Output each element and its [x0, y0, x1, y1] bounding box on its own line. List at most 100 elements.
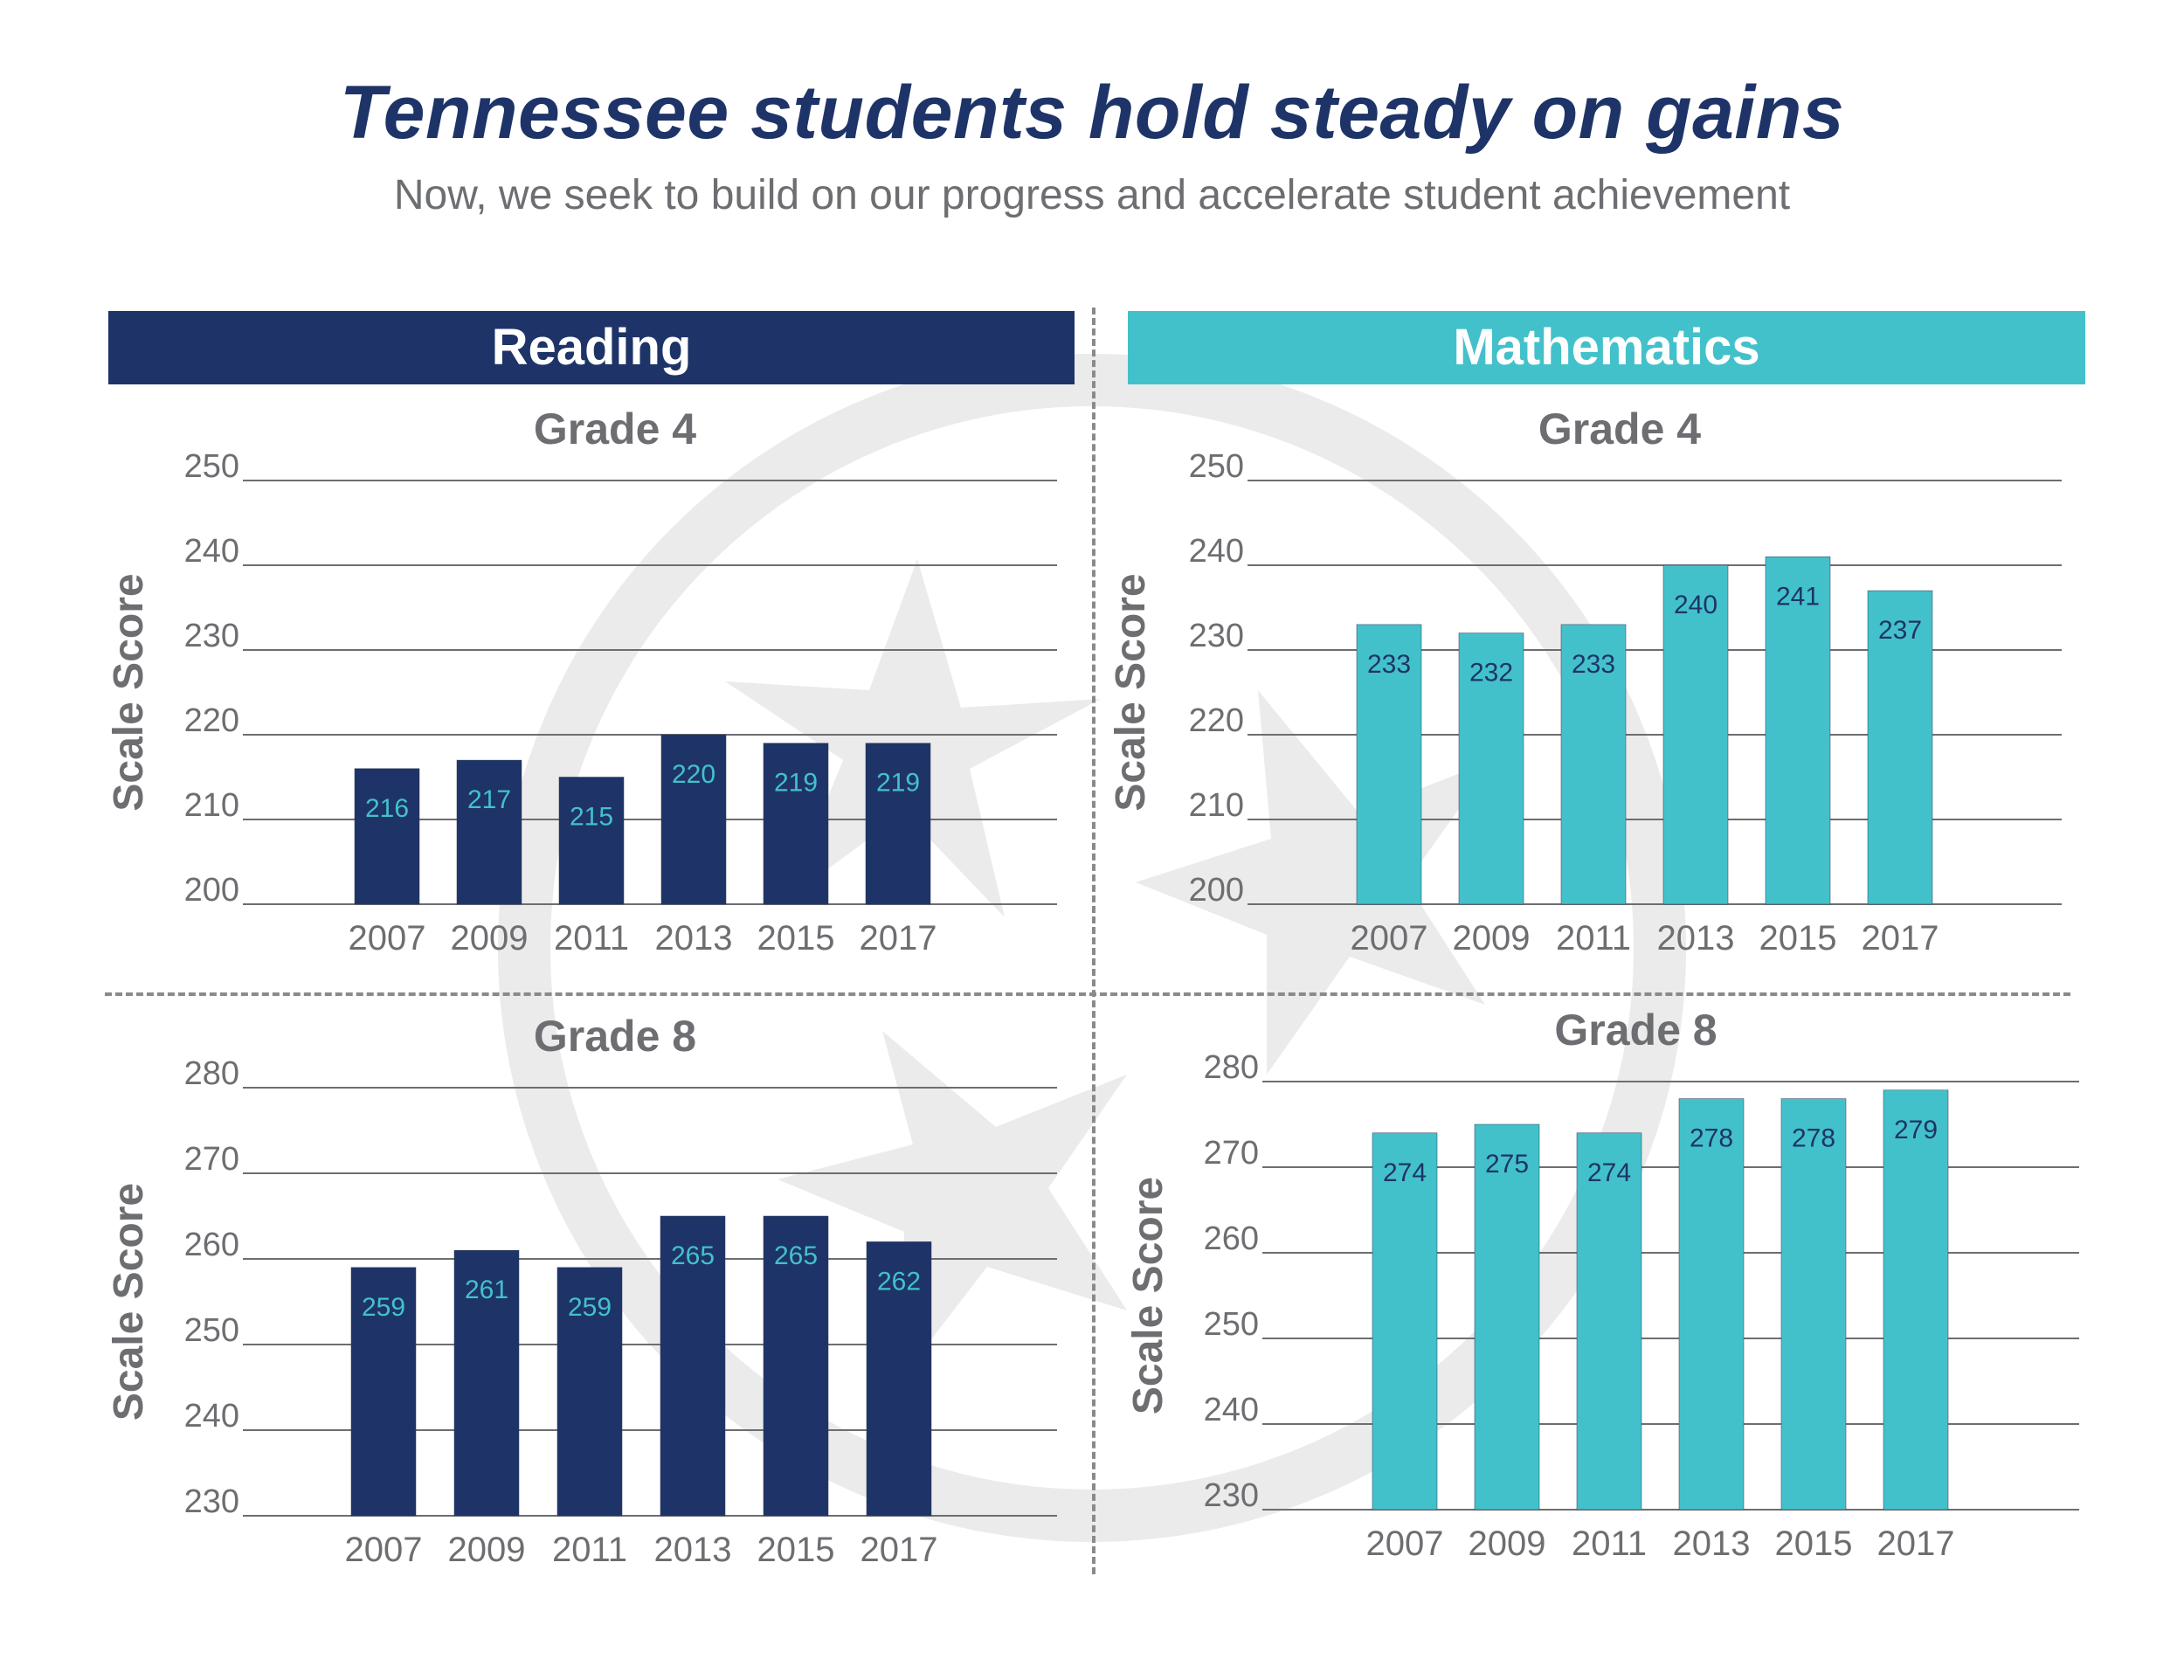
- y-tick-label: 280: [1204, 1049, 1259, 1086]
- bar-2017: [1867, 590, 1933, 905]
- bar-2013: [660, 734, 727, 905]
- data-label: 219: [876, 769, 920, 798]
- x-tick-label: 2017: [860, 1531, 938, 1569]
- x-tick-label: 2015: [757, 1531, 835, 1569]
- data-label: 219: [774, 769, 818, 798]
- bar-2015: [1780, 1098, 1847, 1511]
- data-label: 278: [1792, 1124, 1835, 1153]
- x-tick-label: 2007: [345, 1531, 423, 1569]
- data-label: 241: [1776, 582, 1820, 611]
- chart-title: Grade 4: [534, 404, 696, 453]
- math-grade4-chart: Grade 4 Scale Score 200 210 220 230 240 250 233 2…: [1108, 404, 2062, 958]
- data-label: 262: [877, 1267, 921, 1296]
- bar-2009: [453, 1249, 520, 1517]
- y-tick-label: 250: [1204, 1306, 1259, 1343]
- y-tick-label: 260: [184, 1227, 239, 1263]
- data-label: 233: [1367, 650, 1411, 679]
- x-tick-label: 2013: [1657, 919, 1735, 958]
- bar-2011: [1576, 1132, 1642, 1511]
- bar-2015: [763, 743, 829, 905]
- y-tick-label: 200: [184, 872, 239, 909]
- x-tick-label: 2009: [448, 1531, 526, 1569]
- y-tick-label: 220: [1189, 702, 1244, 739]
- y-tick-label: 220: [184, 702, 239, 739]
- y-axis-label: Scale Score: [1125, 1177, 1171, 1414]
- data-label: 232: [1469, 659, 1513, 688]
- data-label: 274: [1383, 1158, 1427, 1187]
- reading-header: Reading: [108, 311, 1075, 384]
- bar-2017: [865, 743, 931, 905]
- x-tick-label: 2015: [757, 919, 835, 958]
- x-tick-label: 2011: [1572, 1524, 1647, 1563]
- x-tick-label: 2011: [552, 1531, 627, 1569]
- x-tick-label: 2009: [1469, 1524, 1546, 1563]
- y-tick-label: 270: [1204, 1135, 1259, 1172]
- page-subtitle: Now, we seek to build on our progress an…: [393, 172, 1791, 218]
- reading-grade8-chart: Grade 8 Scale Score 230 240 250 260 270 280 259 2…: [106, 1012, 1057, 1569]
- x-tick-label: 2007: [1366, 1524, 1444, 1563]
- page-title: Tennessee students hold steady on gains: [339, 71, 1845, 155]
- y-tick-label: 250: [1189, 448, 1244, 485]
- bar-2009: [1458, 633, 1524, 905]
- bar-2013: [1662, 564, 1729, 905]
- x-tick-label: 2015: [1759, 919, 1837, 958]
- bar-2015: [1765, 557, 1831, 905]
- y-tick-label: 270: [184, 1141, 239, 1178]
- x-tick-label: 2007: [349, 919, 426, 958]
- y-axis-label: Scale Score: [106, 573, 152, 811]
- y-tick-label: 240: [1204, 1392, 1259, 1428]
- reading-grade4-chart: Grade 4 Scale Score 200 210 220 230 240 250 216 2…: [106, 404, 1057, 958]
- bar-2007: [354, 768, 420, 905]
- y-tick-label: 230: [184, 618, 239, 654]
- data-label: 240: [1674, 591, 1717, 619]
- data-label: 261: [465, 1276, 508, 1304]
- bar-2007: [1372, 1132, 1438, 1511]
- bar-2017: [866, 1241, 932, 1517]
- data-label: 217: [467, 785, 511, 814]
- data-label: 274: [1587, 1158, 1631, 1187]
- bar-2011: [558, 777, 625, 905]
- x-tick-label: 2017: [1877, 1524, 1955, 1563]
- bar-2007: [350, 1267, 417, 1517]
- y-tick-label: 200: [1189, 872, 1244, 909]
- data-label: 265: [774, 1241, 818, 1270]
- data-label: 265: [671, 1241, 715, 1270]
- y-tick-label: 240: [184, 1398, 239, 1435]
- horizontal-divider: [105, 992, 2070, 996]
- y-tick-label: 210: [184, 787, 239, 824]
- bar-2011: [1560, 624, 1627, 905]
- chart-title: Grade 8: [534, 1012, 696, 1061]
- data-label: 275: [1485, 1150, 1529, 1179]
- y-tick-label: 250: [184, 448, 239, 485]
- x-tick-label: 2007: [1351, 919, 1428, 958]
- mathematics-header: Mathematics: [1128, 311, 2085, 384]
- data-label: 220: [672, 760, 715, 789]
- x-tick-label: 2015: [1775, 1524, 1853, 1563]
- x-tick-label: 2009: [1453, 919, 1531, 958]
- bar-2013: [660, 1215, 726, 1517]
- y-tick-label: 250: [184, 1312, 239, 1349]
- x-tick-label: 2011: [1556, 919, 1631, 958]
- y-tick-label: 210: [1189, 787, 1244, 824]
- x-tick-label: 2011: [554, 919, 629, 958]
- bar-2011: [556, 1267, 623, 1517]
- bar-2007: [1356, 624, 1422, 905]
- chart-title: Grade 8: [1554, 1006, 1717, 1054]
- data-label: 279: [1894, 1116, 1938, 1144]
- y-tick-label: 260: [1204, 1220, 1259, 1257]
- x-tick-label: 2013: [654, 1531, 732, 1569]
- y-tick-label: 240: [1189, 533, 1244, 570]
- bar-2017: [1883, 1089, 1949, 1511]
- x-tick-label: 2013: [1673, 1524, 1751, 1563]
- y-tick-label: 240: [184, 533, 239, 570]
- y-axis-label: Scale Score: [106, 1183, 152, 1421]
- y-tick-label: 230: [1189, 618, 1244, 654]
- x-tick-label: 2017: [1862, 919, 1939, 958]
- y-axis-label: Scale Score: [1108, 573, 1154, 811]
- vertical-divider: [1092, 308, 1095, 1574]
- bar-2013: [1678, 1098, 1745, 1511]
- x-tick-label: 2013: [655, 919, 733, 958]
- x-tick-label: 2017: [860, 919, 937, 958]
- y-tick-label: 280: [184, 1055, 239, 1092]
